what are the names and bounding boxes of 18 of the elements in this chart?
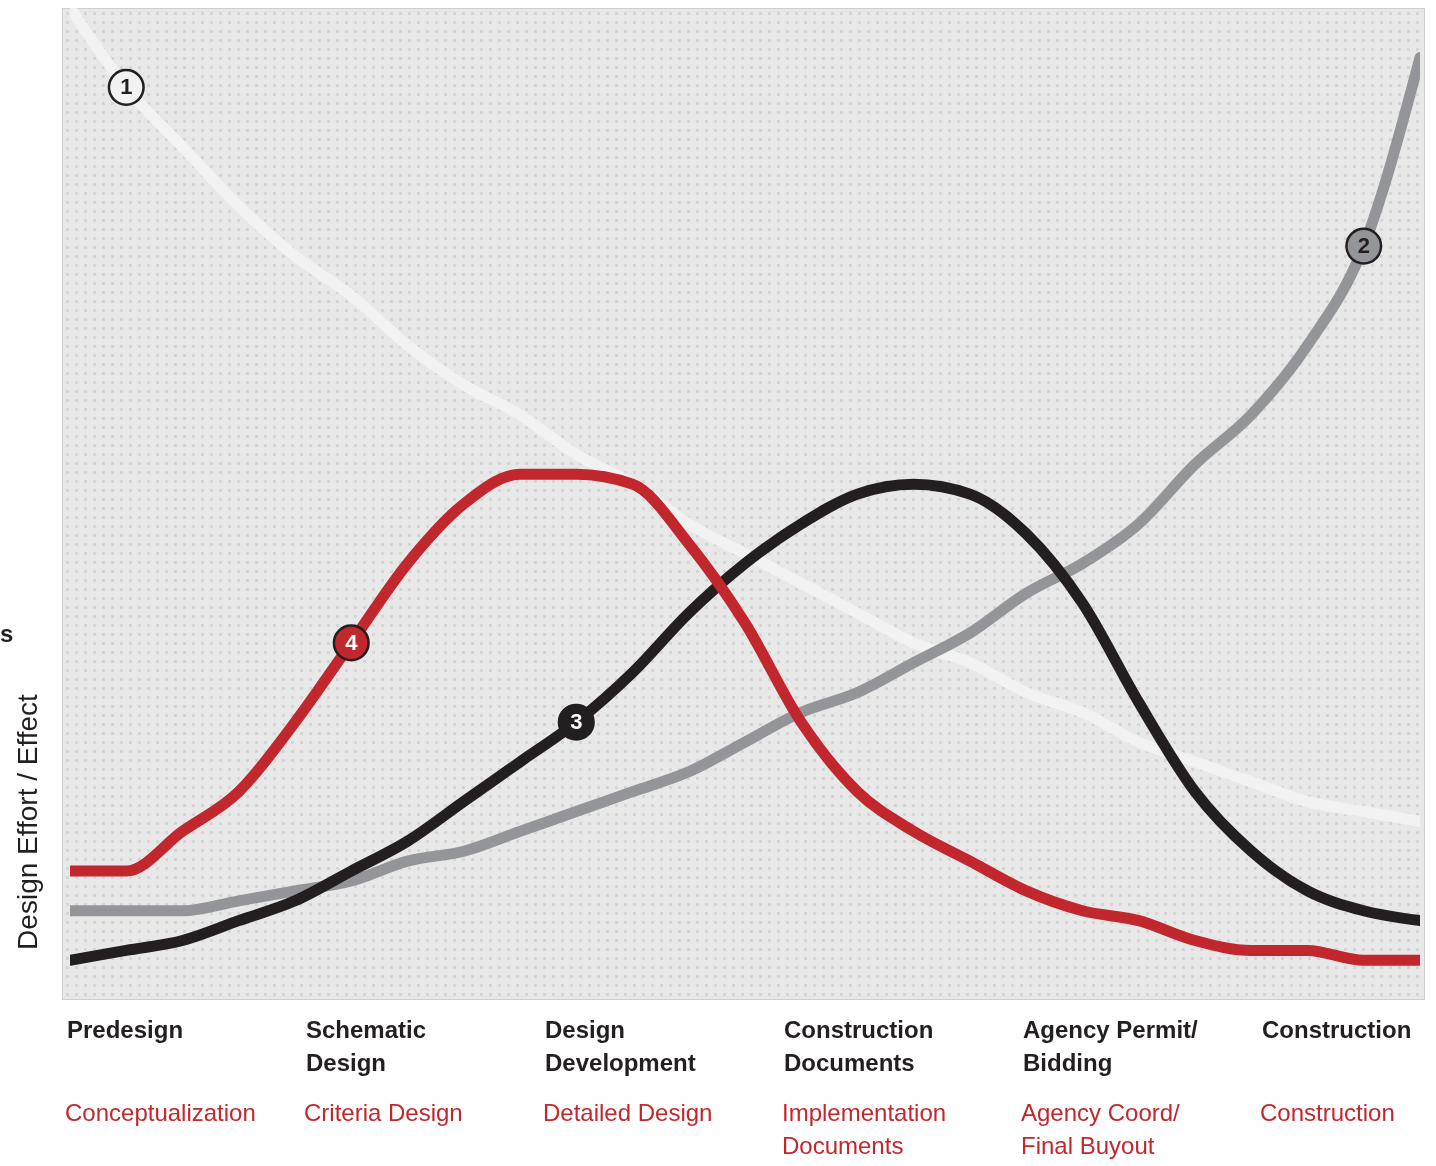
text: Construction Documents xyxy=(784,1015,935,1078)
text: Conceptualization xyxy=(65,1098,257,1128)
text: Construction xyxy=(1260,1098,1396,1128)
series-label: 4 xyxy=(345,629,359,655)
text: Implementation Documents xyxy=(782,1098,948,1161)
series-label: 3 xyxy=(570,709,583,735)
text: Agency Permit/ Bidding xyxy=(1023,1015,1199,1078)
text: Construction xyxy=(1262,1015,1413,1045)
text: Agency Coord/ Final Buyout xyxy=(1021,1098,1181,1161)
text: Design Development xyxy=(545,1015,697,1078)
series-label: 2 xyxy=(1357,233,1370,259)
text: Criteria Design xyxy=(304,1098,464,1128)
text: Schematic Design xyxy=(306,1015,428,1078)
text: Predesign xyxy=(67,1015,185,1045)
y-axis-title: Design Effort / Effect xyxy=(12,694,44,950)
text: s xyxy=(0,620,14,648)
text: Detailed Design xyxy=(543,1098,714,1128)
series-label: 1 xyxy=(120,74,133,100)
